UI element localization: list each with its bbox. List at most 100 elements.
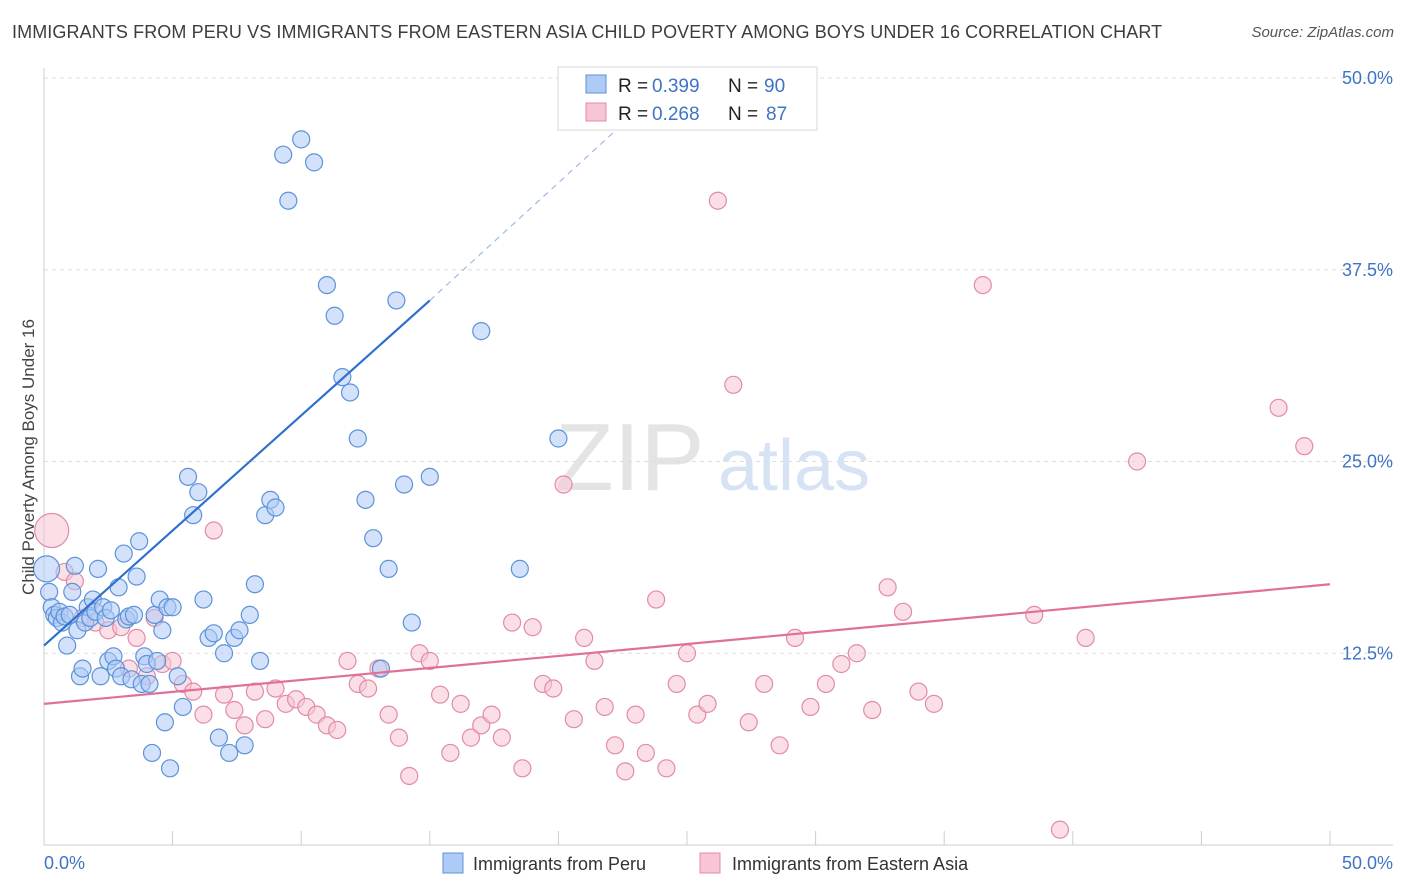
peru-point	[250, 651, 270, 671]
asia-point	[1127, 452, 1147, 471]
peru-trend-line	[43, 299, 431, 647]
asia-point	[863, 700, 882, 720]
asia-point	[225, 700, 244, 720]
peru-point	[356, 490, 375, 509]
asia-point	[636, 743, 655, 763]
peru-point	[91, 667, 110, 686]
asia-point	[194, 705, 213, 724]
asia-point	[1050, 820, 1070, 839]
asia-point	[461, 728, 481, 747]
bottom-legend-label-asia: Immigrants from Eastern Asia	[732, 854, 969, 874]
peru-point	[142, 743, 162, 763]
legend-n-label-peru: N =	[728, 76, 758, 97]
peru-point	[101, 601, 120, 620]
peru-point	[178, 467, 198, 486]
asia-point	[575, 628, 594, 648]
peru-point	[63, 582, 82, 601]
asia-point	[847, 644, 866, 663]
asia-point	[430, 685, 450, 704]
grid-lines	[44, 77, 1393, 654]
asia-point	[544, 679, 563, 698]
peru-point	[88, 559, 108, 578]
bottom-legend-label-peru: Immigrants from Peru	[473, 854, 646, 874]
asia-point	[755, 674, 774, 694]
asia-point	[973, 275, 992, 295]
asia-point	[893, 602, 913, 621]
peru-point	[340, 383, 360, 402]
asia-point	[816, 674, 835, 694]
asia-point	[204, 521, 223, 540]
y-tick-label-0: 12.5%	[1342, 643, 1393, 663]
asia-point	[400, 766, 419, 786]
peru-point	[394, 475, 414, 494]
peru-trend-extension	[429, 123, 624, 301]
asia-trend-line	[43, 583, 1331, 705]
asia-point	[605, 736, 625, 755]
peru-point	[387, 291, 406, 310]
asia-point	[708, 191, 727, 210]
asia-point	[770, 736, 789, 755]
peru-point	[235, 736, 254, 755]
asia-point	[379, 705, 398, 724]
peru-point	[209, 728, 228, 747]
asia-point	[451, 694, 470, 713]
bottom-legend-swatch-peru	[442, 852, 464, 874]
peru-point	[163, 598, 182, 617]
asia-point	[585, 651, 604, 671]
peru-point	[194, 590, 213, 609]
asia-point	[163, 651, 182, 671]
source-label: Source: ZipAtlas.com	[1251, 24, 1394, 41]
watermark-atlas: atlas	[718, 426, 870, 506]
y-tick-label-3: 50.0%	[1342, 68, 1393, 88]
peru-point	[274, 145, 293, 164]
peru-point	[140, 674, 159, 694]
asia-point	[739, 713, 758, 732]
legend-n-value-asia: 87	[766, 104, 787, 125]
asia-point	[785, 628, 805, 648]
asia-point	[657, 759, 676, 778]
legend-n-value-peru: 90	[764, 76, 785, 97]
peru-point	[40, 582, 59, 601]
peru-point	[73, 659, 92, 678]
peru-point	[364, 529, 383, 548]
peru-point	[266, 498, 285, 517]
peru-point	[204, 624, 223, 643]
legend-r-label-peru: R =	[618, 76, 648, 97]
peru-point	[348, 429, 367, 448]
peru-point	[510, 559, 529, 578]
asia-point	[245, 682, 265, 701]
legend-swatch-asia	[585, 102, 607, 122]
peru-point	[214, 644, 234, 663]
asia-point	[266, 679, 285, 698]
peru-point	[220, 743, 239, 763]
legend-r-label-asia: R =	[618, 104, 648, 125]
asia-point	[595, 697, 614, 717]
peru-point	[245, 575, 265, 594]
asia-point	[492, 728, 511, 747]
legend-n-label-asia: N =	[728, 104, 758, 125]
asia-point	[358, 679, 378, 698]
peru-point	[317, 275, 337, 295]
asia-point	[1076, 628, 1095, 648]
asia-point	[832, 654, 851, 674]
asia-point	[523, 618, 542, 637]
peru-point	[371, 659, 391, 678]
peru-point	[325, 306, 344, 325]
x-tick-label-max: 50.0%	[1342, 853, 1393, 873]
asia-point	[389, 728, 409, 747]
peru-point	[58, 636, 77, 655]
x-tick-label-min: 0.0%	[44, 853, 85, 873]
asia-point	[420, 651, 439, 671]
asia-point	[878, 578, 897, 597]
peru-point	[240, 605, 259, 625]
peru-point	[189, 483, 208, 502]
chart-title: IMMIGRANTS FROM PERU VS IMMIGRANTS FROM …	[12, 22, 1163, 42]
peru-point	[279, 191, 298, 210]
peru-point	[32, 555, 61, 583]
asia-point	[513, 759, 532, 778]
peru-point	[168, 667, 187, 686]
asia-point	[677, 644, 697, 663]
peru-point	[420, 467, 439, 486]
asia-point	[647, 590, 666, 609]
asia-point	[1295, 437, 1314, 456]
